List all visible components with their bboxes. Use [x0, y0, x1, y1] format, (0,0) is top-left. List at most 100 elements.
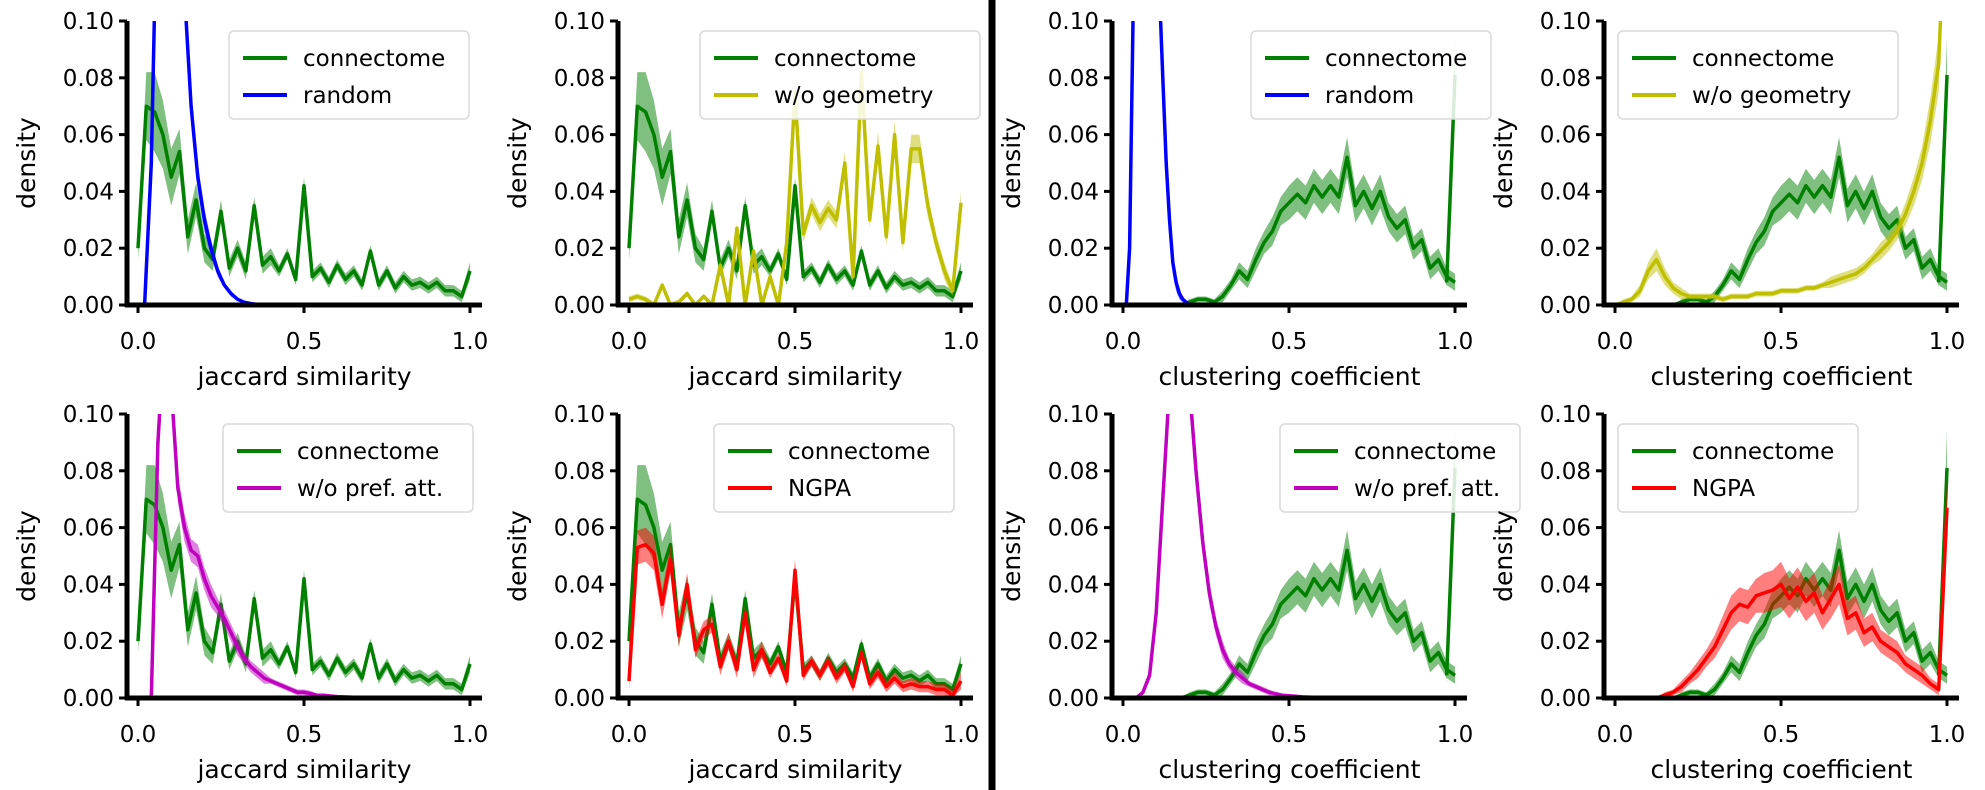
legend-entry: NGPA — [788, 476, 851, 502]
legend-box — [699, 30, 981, 120]
legend-entry: NGPA — [1692, 476, 1755, 502]
y-tick-label: 0.06 — [554, 516, 605, 542]
y-tick-label: 0.00 — [63, 293, 114, 319]
y-tick-label: 0.06 — [554, 123, 605, 149]
x-axis-label: jaccard similarity — [196, 362, 411, 391]
panel-2: 0.00 0.02 0.04 0.06 0.08 0.10 0.0 0.5 1.0 jaccard… — [503, 9, 981, 391]
y-tick-label: 0.08 — [554, 66, 605, 92]
y-tick-label: 0.02 — [63, 236, 114, 262]
y-axis-label: density — [12, 510, 41, 602]
y-tick-label: 0.10 — [1540, 9, 1591, 35]
x-tick-label: 1.0 — [1437, 722, 1474, 748]
x-tick-label: 1.0 — [1929, 722, 1966, 748]
panel-7: 0.00 0.02 0.04 0.06 0.08 0.10 0.0 0.5 1.0 cluster… — [997, 402, 1521, 784]
y-tick-label: 0.06 — [1540, 516, 1591, 542]
x-tick-label: 0.0 — [120, 329, 157, 355]
y-tick-label: 0.10 — [554, 402, 605, 428]
x-axis-label: jaccard similarity — [196, 755, 411, 784]
y-axis-label: density — [503, 510, 532, 602]
series-line-connectome — [1123, 548, 1456, 698]
y-tick-label: 0.08 — [1540, 459, 1591, 485]
series-band-connectome — [1615, 530, 1947, 698]
y-tick-label: 0.02 — [1048, 236, 1099, 262]
y-tick-label: 0.04 — [1048, 572, 1099, 598]
y-tick-label: 0.02 — [1540, 629, 1591, 655]
y-tick-label: 0.04 — [63, 179, 114, 205]
y-tick-label: 0.00 — [1540, 686, 1591, 712]
legend-entry: connectome — [1354, 439, 1496, 465]
series-band-connectome — [1123, 137, 1455, 305]
legend-box — [1279, 423, 1521, 513]
legend-entry: connectome — [297, 439, 439, 465]
x-tick-label: 0.0 — [611, 329, 648, 355]
series-line-connectome — [1123, 155, 1456, 305]
y-tick-label: 0.04 — [1540, 179, 1591, 205]
y-tick-label: 0.04 — [1048, 179, 1099, 205]
y-axis-label: density — [1489, 510, 1518, 602]
y-tick-label: 0.00 — [1048, 686, 1099, 712]
panels: 0.00 0.02 0.04 0.06 0.08 0.10 0.0 0.5 1.0 jaccard… — [12, 9, 1966, 784]
legend-box — [1250, 30, 1492, 120]
y-tick-label: 0.10 — [63, 402, 114, 428]
series-band-connectome — [1615, 137, 1947, 305]
x-tick-label: 1.0 — [1929, 329, 1966, 355]
legend-entry: connectome — [1692, 46, 1834, 72]
x-tick-label: 0.5 — [777, 329, 814, 355]
x-axis-label: jaccard similarity — [687, 362, 902, 391]
y-tick-label: 0.00 — [63, 686, 114, 712]
x-tick-label: 0.5 — [1271, 329, 1308, 355]
x-tick-label: 1.0 — [943, 722, 980, 748]
x-tick-label: 0.0 — [1597, 329, 1634, 355]
y-tick-label: 0.06 — [1540, 123, 1591, 149]
y-tick-label: 0.00 — [554, 293, 605, 319]
panel-5: 0.00 0.02 0.04 0.06 0.08 0.10 0.0 0.5 1.0 jaccard… — [12, 402, 488, 784]
x-tick-label: 0.5 — [1763, 329, 1800, 355]
y-tick-label: 0.04 — [554, 179, 605, 205]
y-tick-label: 0.06 — [1048, 516, 1099, 542]
x-tick-label: 0.0 — [1105, 722, 1142, 748]
y-tick-label: 0.10 — [1048, 402, 1099, 428]
series-band-ngpa — [1615, 479, 1947, 698]
y-tick-label: 0.02 — [1048, 629, 1099, 655]
x-tick-label: 0.5 — [286, 722, 323, 748]
series-line-connectome — [627, 104, 963, 299]
legend-box — [713, 423, 955, 513]
legend-entry: connectome — [1325, 46, 1467, 72]
x-axis-label: clustering coefficient — [1159, 755, 1421, 784]
legend-entry: w/o geometry — [1692, 83, 1851, 109]
x-tick-label: 0.5 — [1763, 722, 1800, 748]
panel-4: 0.00 0.02 0.04 0.06 0.08 0.10 0.0 0.5 1.0 cluster… — [1489, 9, 1966, 391]
x-axis-label: clustering coefficient — [1651, 755, 1913, 784]
x-axis-label: clustering coefficient — [1651, 362, 1913, 391]
series-band-connectome — [1123, 530, 1455, 698]
x-axis-label: jaccard similarity — [687, 755, 902, 784]
y-tick-label: 0.00 — [1540, 293, 1591, 319]
legend-entry: w/o pref. att. — [297, 476, 443, 502]
y-tick-label: 0.08 — [554, 459, 605, 485]
x-tick-label: 0.0 — [1105, 329, 1142, 355]
series-line-connectome — [136, 104, 472, 299]
y-tick-label: 0.10 — [1540, 402, 1591, 428]
y-tick-label: 0.08 — [1048, 66, 1099, 92]
y-tick-label: 0.04 — [63, 572, 114, 598]
y-axis-label: density — [1489, 117, 1518, 209]
legend-box — [222, 423, 474, 513]
y-tick-label: 0.08 — [1540, 66, 1591, 92]
y-tick-label: 0.00 — [554, 686, 605, 712]
legend-entry: random — [303, 83, 392, 109]
y-tick-label: 0.08 — [63, 66, 114, 92]
panel-8: 0.00 0.02 0.04 0.06 0.08 0.10 0.0 0.5 1.0 cluster… — [1489, 402, 1965, 784]
y-tick-label: 0.04 — [1540, 572, 1591, 598]
y-axis-label: density — [997, 117, 1026, 209]
x-tick-label: 0.5 — [1271, 722, 1308, 748]
legend-box — [228, 30, 470, 120]
legend-entry: connectome — [774, 46, 916, 72]
legend-entry: connectome — [303, 46, 445, 72]
x-tick-label: 0.0 — [120, 722, 157, 748]
series-band-ngpa — [629, 527, 961, 698]
series-line-random — [1124, 21, 1191, 305]
y-tick-label: 0.02 — [554, 629, 605, 655]
series-line-w-o-geometry — [1614, 21, 1943, 305]
x-tick-label: 1.0 — [943, 329, 980, 355]
y-tick-label: 0.02 — [1540, 236, 1591, 262]
